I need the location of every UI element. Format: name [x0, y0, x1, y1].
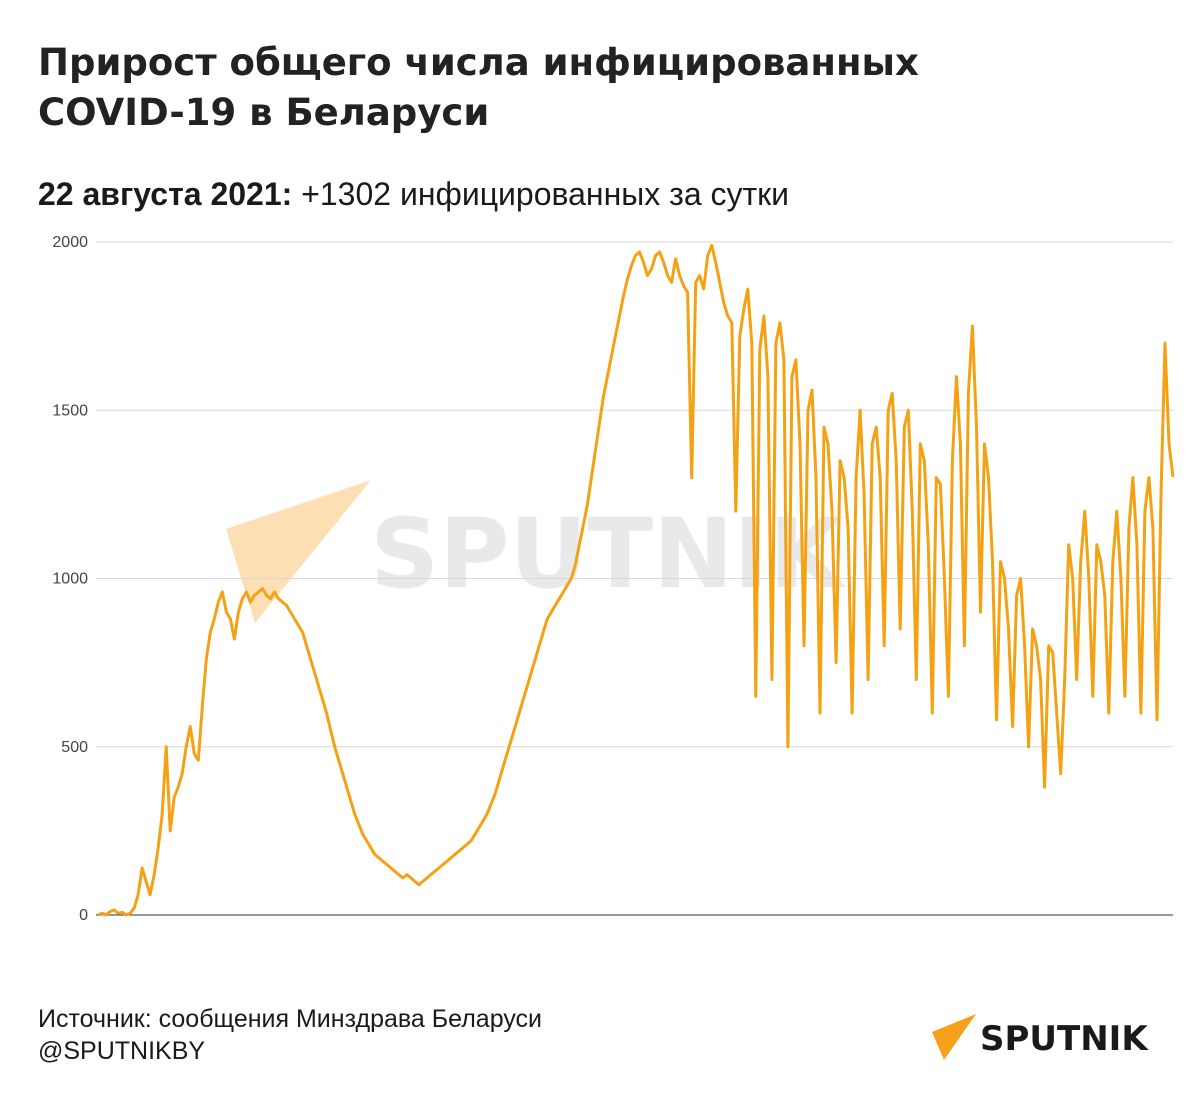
line-chart: SPUTNIK 0 500 1000 1500 2000	[52, 234, 1175, 924]
sputnik-logo: SPUTNIK	[932, 1014, 1149, 1060]
series-line	[97, 243, 1175, 917]
subtitle-text: +1302 инфицированных за сутки	[292, 176, 790, 212]
chart-title-line-1: Прирост общего числа инфицированных	[38, 41, 919, 84]
logo-text: SPUTNIK	[980, 1019, 1149, 1059]
chart-title-line-2: COVID-19 в Беларуси	[38, 91, 490, 134]
source-text: Источник: сообщения Минздрава Беларуси	[38, 1005, 543, 1033]
y-axis-ticks: 0 500 1000 1500 2000	[52, 234, 88, 924]
logo-arrow-icon	[932, 1014, 976, 1060]
footer: Источник: сообщения Минздрава Беларуси @…	[38, 1003, 542, 1067]
y-tick-label: 500	[61, 739, 88, 756]
chart-subtitle: 22 августа 2021: +1302 инфицированных за…	[38, 176, 789, 213]
y-tick-label: 0	[79, 907, 88, 924]
y-tick-label: 1500	[52, 402, 88, 419]
watermark-text: SPUTNIK	[370, 498, 847, 610]
y-tick-label: 2000	[52, 234, 88, 251]
subtitle-date: 22 августа 2021:	[38, 176, 293, 212]
chart-title: Прирост общего числа инфицированных COVI…	[38, 38, 1038, 138]
social-handle: @SPUTNIKBY	[38, 1037, 206, 1065]
watermark-arrow-icon	[226, 480, 371, 623]
y-tick-label: 1000	[52, 571, 88, 588]
